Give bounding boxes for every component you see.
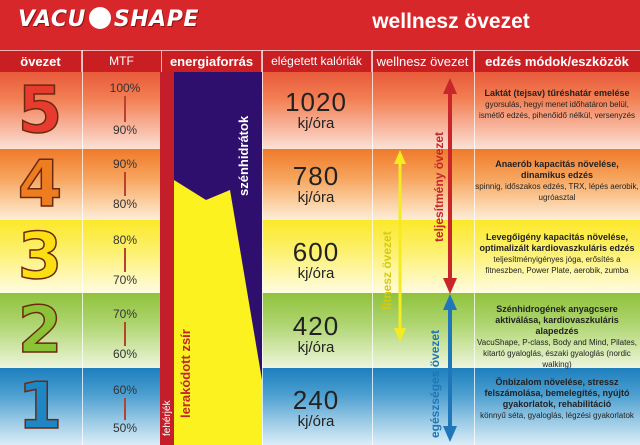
mtf-low: 60%	[112, 347, 138, 361]
performance-arrow-head-down	[443, 278, 457, 294]
header-methods: edzés módok/eszközök	[485, 54, 629, 69]
health-zone-label: egészséges övezet	[428, 329, 442, 438]
zone-number: 2	[17, 294, 63, 368]
header-energy: energiaforrás	[162, 51, 262, 72]
calorie-value: 1020 kj/óra	[262, 88, 370, 132]
zone-band-3	[0, 220, 640, 293]
method-detail: gyorsulás, hegyi menet időhatáron belül,…	[478, 100, 636, 120]
calorie-value: 240 kj/óra	[262, 386, 370, 430]
health-arrow-head-down	[443, 426, 457, 442]
kcal-number: 600	[292, 237, 340, 267]
mtf-arrow-icon	[124, 96, 126, 122]
kcal-unit: kj/óra	[297, 189, 335, 206]
method-cell: Laktát (tejsav) tűréshatár emelése gyorsu…	[474, 88, 640, 121]
zone-number: 5	[17, 74, 63, 148]
kcal-number: 240	[292, 385, 340, 415]
method-detail: teljesítményigényes jóga, erősítés a fit…	[485, 255, 629, 275]
mtf-low: 80%	[112, 197, 138, 211]
zone-band-4	[0, 149, 640, 220]
mtf-high: 90%	[112, 157, 138, 171]
protein-column	[160, 72, 174, 445]
header-wellness: wellnesz övezet	[372, 51, 474, 72]
fitness-zone-label: fitnesz övezet	[380, 231, 394, 310]
wellness-arrows	[394, 78, 457, 442]
method-cell: Szénhidrogének anyagcsere aktiválása, ka…	[474, 304, 640, 370]
method-cell: Levegőigény kapacitás növelése, optimali…	[474, 232, 640, 276]
method-title: Levegőigény kapacitás növelése, optimali…	[479, 232, 635, 253]
zone-number: 1	[17, 370, 63, 444]
mtf-arrow-icon	[124, 398, 126, 420]
mtf-low: 50%	[112, 421, 138, 435]
kcal-unit: kj/óra	[297, 265, 335, 282]
method-cell: Önbizalom növelése, stressz felszámolása…	[474, 377, 640, 421]
header-zone: övezet	[0, 51, 82, 72]
kcal-number: 420	[292, 311, 340, 341]
mtf-arrow-icon	[124, 172, 126, 196]
column-header-row: övezet MTF energiaforrás elégetett kalór…	[0, 50, 640, 72]
energy-source-graphic	[160, 72, 262, 445]
column-divider	[372, 50, 373, 445]
kcal-number: 1020	[285, 87, 347, 117]
kcal-number: 780	[292, 161, 340, 191]
header-mtf: MTF	[82, 51, 162, 72]
method-title: Önbizalom növelése, stressz felszámolása…	[484, 377, 630, 409]
kcal-unit: kj/óra	[297, 413, 335, 430]
protein-label: fehérjék	[162, 400, 173, 436]
method-detail: VacuShape, P-class, Body and Mind, Pilat…	[477, 338, 637, 369]
zone-number: 3	[17, 220, 63, 294]
mtf-high: 80%	[112, 233, 138, 247]
carbs-label: szénhidrátok	[236, 115, 251, 196]
column-divider	[262, 50, 263, 445]
mtf-low: 90%	[112, 123, 138, 137]
zone-band-5	[0, 72, 640, 149]
logo-swirl-icon	[88, 7, 111, 29]
performance-zone-label: teljesítmény övezet	[432, 131, 446, 242]
header-calories: elégetett kalóriák	[262, 51, 372, 72]
zone-band-2	[0, 293, 640, 368]
page-title: wellnesz övezet	[372, 10, 530, 33]
kcal-unit: kj/óra	[297, 339, 335, 356]
method-detail: spinnig, időszakos edzés, TRX, lépés aer…	[475, 182, 639, 202]
fitness-arrow-head-down	[394, 328, 406, 342]
column-divider	[474, 50, 475, 445]
fat-area	[174, 180, 262, 445]
mtf-arrow-icon	[124, 248, 126, 272]
zone-band-1	[0, 368, 640, 445]
column-divider	[82, 50, 83, 445]
method-title: Laktát (tejsav) tűréshatár emelése	[484, 88, 630, 98]
method-title: Anaerób kapacitás növelése, dinamikus ed…	[495, 159, 619, 180]
mtf-high: 70%	[112, 307, 138, 321]
performance-arrow-head-up	[443, 78, 457, 94]
calorie-value: 420 kj/óra	[262, 312, 370, 356]
method-title: Szénhidrogének anyagcsere aktiválása, ka…	[495, 304, 619, 336]
calorie-value: 780 kj/óra	[262, 162, 370, 206]
fat-label: lerakódott zsír	[178, 329, 193, 418]
calorie-value: 600 kj/óra	[262, 238, 370, 282]
health-arrow-head-up	[443, 294, 457, 310]
fitness-arrow-head-up	[394, 150, 406, 164]
zone-number: 4	[17, 148, 63, 222]
vacushape-logo: VACU SHAPE	[18, 7, 199, 32]
mtf-high: 100%	[109, 81, 141, 95]
mtf-low: 70%	[112, 273, 138, 287]
method-cell: Anaerób kapacitás növelése, dinamikus ed…	[474, 159, 640, 203]
method-detail: könnyű séta, gyaloglás, légzési gyakorla…	[480, 411, 634, 420]
mtf-arrow-icon	[124, 322, 126, 346]
mtf-high: 60%	[112, 383, 138, 397]
kcal-unit: kj/óra	[297, 115, 335, 132]
